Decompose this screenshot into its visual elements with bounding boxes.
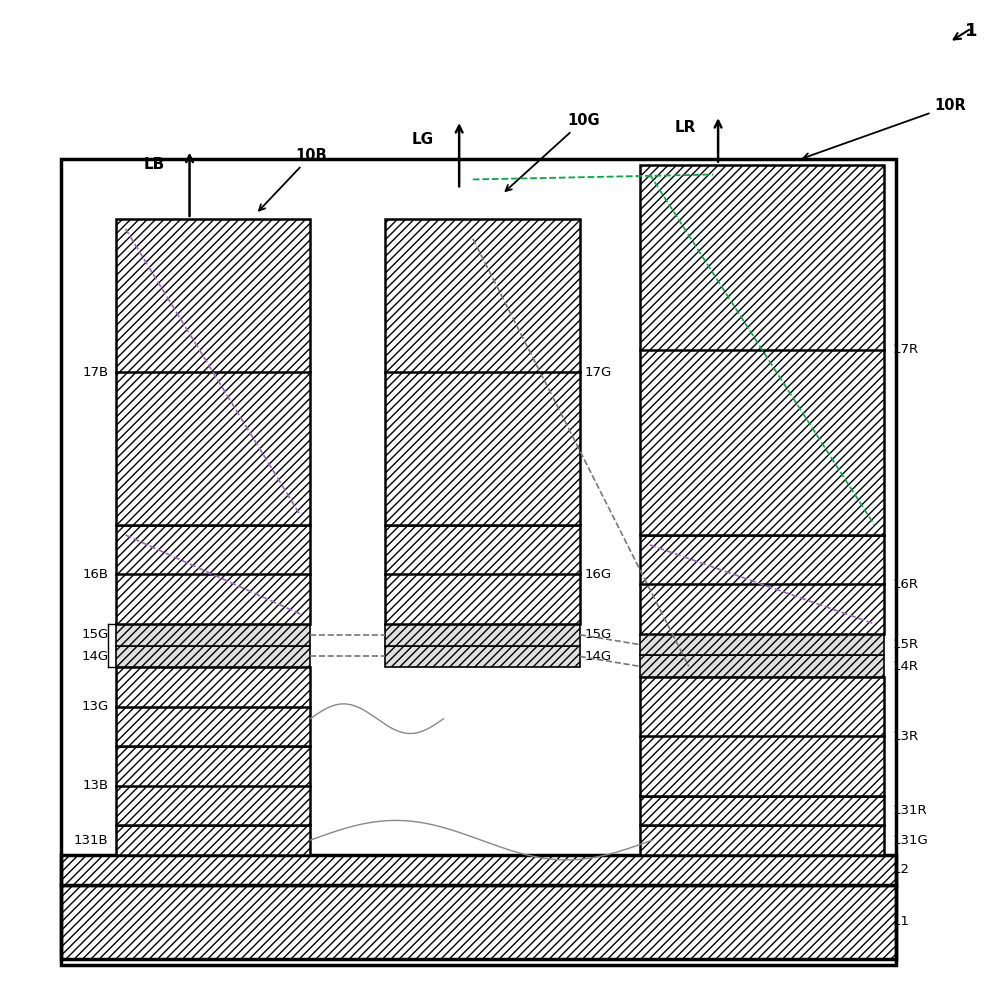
Text: 131R: 131R: [892, 804, 927, 817]
Text: LG: LG: [412, 133, 434, 147]
Text: 10R: 10R: [803, 98, 966, 159]
Bar: [116, 646, 310, 668]
Bar: [385, 525, 580, 624]
Text: 14G: 14G: [585, 650, 612, 663]
Text: 14R: 14R: [892, 660, 918, 673]
Bar: [116, 525, 310, 624]
Text: 15R: 15R: [892, 638, 919, 651]
Text: 131G: 131G: [892, 834, 928, 847]
Bar: [116, 826, 310, 854]
Text: 10B: 10B: [259, 147, 327, 211]
Bar: [640, 826, 884, 854]
Text: 13B: 13B: [82, 779, 109, 792]
Bar: [61, 854, 896, 884]
Bar: [61, 884, 896, 958]
Bar: [116, 668, 310, 747]
Bar: [640, 164, 884, 535]
Text: 16G: 16G: [585, 568, 612, 581]
Bar: [640, 677, 884, 796]
Text: 12: 12: [892, 863, 909, 876]
Bar: [61, 158, 896, 964]
Text: 17R: 17R: [892, 343, 919, 356]
Text: 10G: 10G: [506, 113, 600, 191]
Text: 15G: 15G: [585, 628, 612, 641]
Text: 16R: 16R: [892, 578, 918, 590]
Text: 131B: 131B: [74, 834, 109, 847]
Text: 14G: 14G: [81, 650, 109, 663]
Text: 16B: 16B: [83, 568, 109, 581]
Bar: [116, 624, 310, 646]
Bar: [385, 219, 580, 525]
Bar: [640, 656, 884, 677]
Bar: [640, 796, 884, 826]
Text: 15G: 15G: [81, 628, 109, 641]
Text: 17G: 17G: [585, 366, 612, 379]
Bar: [116, 747, 310, 826]
Bar: [640, 535, 884, 634]
Text: LR: LR: [675, 120, 696, 135]
Text: 17B: 17B: [82, 366, 109, 379]
Text: 13R: 13R: [892, 730, 919, 743]
Text: 13G: 13G: [81, 700, 109, 713]
Bar: [385, 624, 580, 646]
Text: LB: LB: [143, 157, 165, 172]
Bar: [640, 634, 884, 656]
Bar: [385, 646, 580, 668]
Text: 11: 11: [892, 915, 909, 928]
Bar: [116, 219, 310, 525]
Text: 1: 1: [965, 23, 977, 41]
